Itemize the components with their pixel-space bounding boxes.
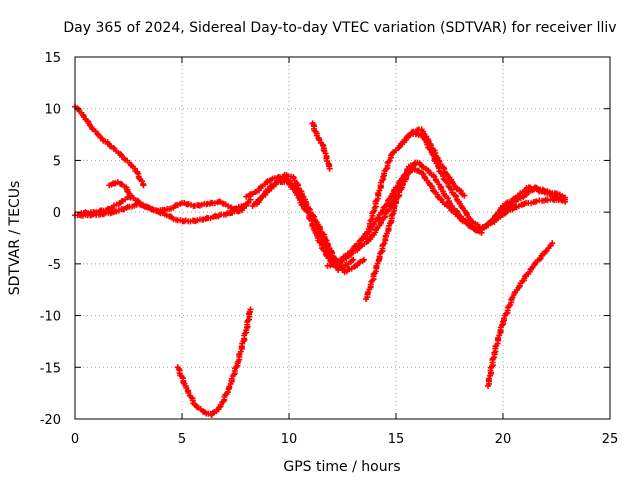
plot-frame bbox=[74, 56, 611, 420]
y-tick-label: 5 bbox=[53, 154, 61, 169]
series-track-rise-3 bbox=[363, 161, 419, 303]
axes: 0 5 10 15 20 25 15 10 5 0 -5 -10 -15 -20 bbox=[40, 51, 619, 447]
x-tick-label: 5 bbox=[178, 432, 186, 447]
x-tick-label: 0 bbox=[71, 432, 79, 447]
x-axis-label: GPS time / hours bbox=[283, 459, 400, 475]
series-track-early-decline bbox=[72, 103, 147, 189]
x-tick-label: 10 bbox=[281, 432, 298, 447]
x-tick-label: 20 bbox=[495, 432, 512, 447]
track-markers bbox=[364, 162, 417, 301]
y-tick-label: 0 bbox=[53, 206, 61, 221]
y-tick-label: 10 bbox=[44, 103, 61, 118]
track-markers bbox=[74, 105, 146, 187]
y-tick-label: -10 bbox=[40, 310, 61, 325]
series-track-mid-3 bbox=[253, 178, 342, 274]
y-tick-label: -20 bbox=[40, 413, 61, 428]
track-markers bbox=[481, 196, 567, 231]
series-track-late-3 bbox=[500, 184, 569, 214]
y-tick-label: -15 bbox=[40, 361, 61, 376]
y-axis-label: SDTVAR / TECUs bbox=[7, 181, 23, 296]
track-markers bbox=[485, 242, 554, 387]
y-tick-label: 15 bbox=[44, 51, 61, 66]
track-markers bbox=[403, 126, 466, 198]
chart-title: Day 365 of 2024, Sidereal Day-to-day VTE… bbox=[63, 20, 616, 36]
series-track-dip-1 bbox=[174, 306, 254, 418]
series-track-dip-2 bbox=[485, 240, 556, 389]
track-markers bbox=[255, 178, 341, 272]
series-track-late-1 bbox=[478, 196, 569, 232]
track-markers bbox=[502, 184, 567, 212]
data-marks bbox=[72, 103, 569, 418]
series-track-spike bbox=[309, 120, 333, 172]
series-track-early-bump bbox=[106, 179, 134, 201]
x-tick-label: 25 bbox=[602, 432, 619, 447]
series-track-peak-2 bbox=[401, 126, 468, 199]
y-tick-label: -5 bbox=[48, 258, 61, 273]
track-markers bbox=[80, 193, 247, 217]
grid bbox=[75, 57, 610, 419]
x-tick-label: 15 bbox=[388, 432, 405, 447]
track-markers bbox=[176, 308, 253, 417]
track-markers bbox=[108, 180, 134, 200]
track-markers bbox=[310, 121, 333, 170]
